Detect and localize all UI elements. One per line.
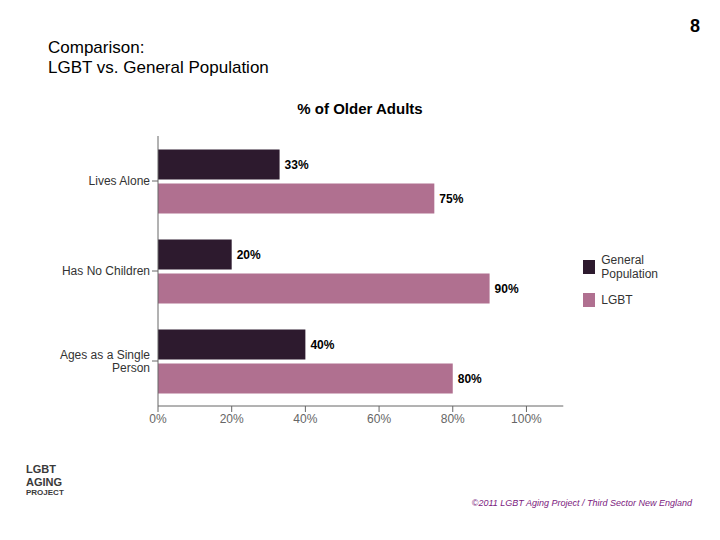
html-text:8: 8 (690, 16, 700, 36)
svg-text:Lives Alone: Lives Alone (89, 174, 151, 188)
svg-text:20%: 20% (220, 412, 244, 426)
svg-text:90%: 90% (495, 282, 519, 296)
html-text:Comparison: LGBT vs. General P: Comparison: LGBT vs. General Population (48, 38, 269, 77)
html-text:PROJECT: PROJECT (26, 488, 64, 498)
svg-text:80%: 80% (441, 412, 465, 426)
svg-text:Has No Children: Has No Children (62, 264, 150, 278)
svg-text:40%: 40% (310, 338, 334, 352)
svg-text:100%: 100% (511, 412, 542, 426)
html-text:©2011 LGBT Aging Project / Thi: ©2011 LGBT Aging Project / Third Sector … (471, 498, 692, 508)
svg-text:20%: 20% (237, 248, 261, 262)
svg-text:0%: 0% (149, 412, 167, 426)
svg-text:60%: 60% (367, 412, 391, 426)
svg-text:33%: 33% (285, 158, 309, 172)
svg-text:75%: 75% (439, 192, 463, 206)
svg-text:Ages as a SinglePerson: Ages as a SinglePerson (60, 348, 150, 375)
html-text:LGBT: LGBT (26, 463, 56, 475)
html-text:LGBT: LGBT (601, 293, 633, 307)
html-text:AGING: AGING (26, 475, 63, 488)
html-text:% of Older Adults: % of Older Adults (297, 100, 423, 117)
svg-text:80%: 80% (458, 372, 482, 386)
html-text:General Population: General Population (601, 253, 658, 281)
svg-text:40%: 40% (293, 412, 317, 426)
